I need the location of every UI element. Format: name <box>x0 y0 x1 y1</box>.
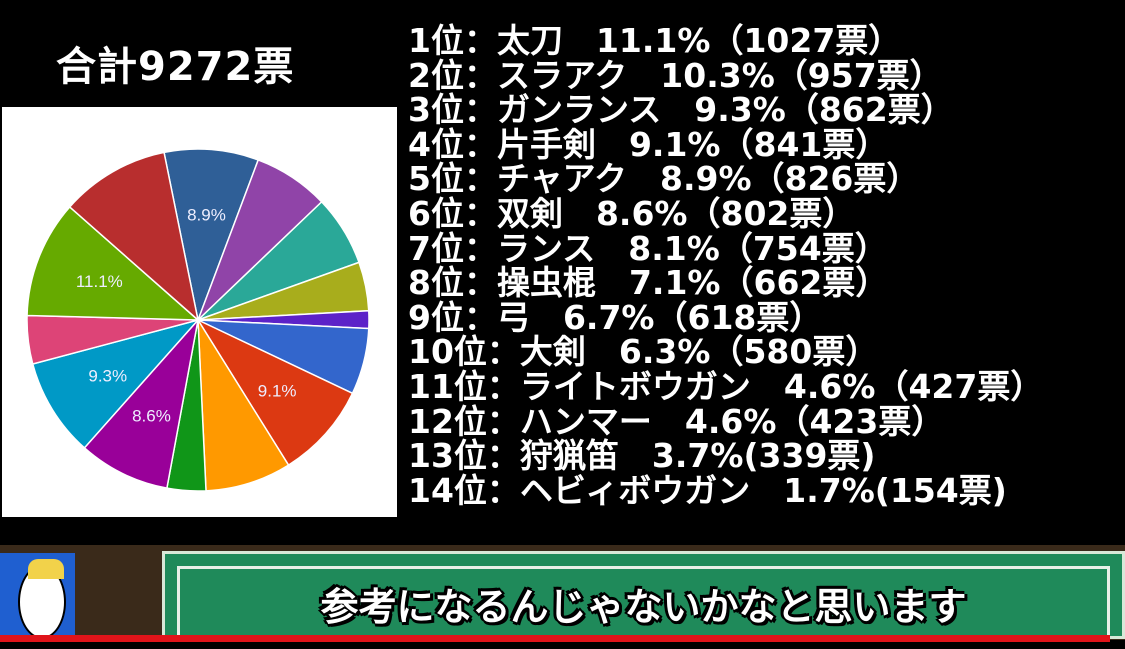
pie-slice <box>197 317 290 492</box>
ranking-row: 7位：ランス 8.1%（754票） <box>408 228 888 268</box>
pie-slice-label: 9.3% <box>88 367 127 386</box>
ranking-row: 8位：操虫棍 7.1%（662票） <box>408 263 889 303</box>
pie-slice <box>196 318 354 467</box>
pie-chart-panel: 8.9% 9.1% 8.6% 9.3% 11.1% <box>2 107 397 517</box>
total-votes-title: 合計9272票 <box>56 44 295 90</box>
video-progress-bar[interactable] <box>0 635 1110 642</box>
character-hair <box>28 559 64 579</box>
caption-box: 参考になるんじゃないかなと思います <box>162 551 1125 639</box>
pie-slice <box>68 151 200 323</box>
pie-slice-label: 8.6% <box>132 406 171 425</box>
pie-slice-label: 11.1% <box>76 272 123 291</box>
caption-text: 参考になるんじゃないかなと思います <box>320 585 967 629</box>
character-avatar <box>0 553 75 641</box>
ranking-row: 13位：狩猟笛 3.7%(339票) <box>408 436 876 476</box>
pie-slice <box>83 317 200 490</box>
ranking-row: 3位：ガンランス 9.3%（862票） <box>408 90 954 130</box>
subtitle-bar: 参考になるんじゃないかなと思います <box>0 545 1125 641</box>
ranking-row: 12位：ハンマー 4.6%（423票） <box>408 401 945 441</box>
ranking-row: 6位：双剣 8.6%（802票） <box>408 193 856 233</box>
pie-slice-label: 9.1% <box>258 382 297 401</box>
ranking-row: 4位：片手剣 9.1%（841票） <box>408 124 889 164</box>
ranking-row: 10位：大剣 6.3%（580票） <box>408 332 879 372</box>
ranking-row: 1位：太刀 11.1%（1027票） <box>408 21 902 60</box>
ranking-row: 9位：弓 6.7%（618票） <box>408 297 823 337</box>
pie-slice <box>163 148 260 323</box>
ranking-row: 2位：スラアク 10.3%（957票） <box>408 55 943 95</box>
pie-chart: 8.9% 9.1% 8.6% 9.3% 11.1% <box>26 148 370 492</box>
ranking-list: 1位：太刀 11.1%（1027票） 2位：スラアク 10.3%（957票） 3位：… <box>408 21 1044 510</box>
ranking-row: 5位：チャアク 8.9%（826票） <box>408 159 920 199</box>
pie-slice-label: 8.9% <box>187 205 226 224</box>
pie-slice <box>26 205 201 321</box>
ranking-row: 11位：ライトボウガン 4.6%（427票） <box>408 366 1044 406</box>
pie-slice <box>31 318 201 449</box>
ranking-row: 14位：ヘビィボウガン 1.7%(154票) <box>408 470 1007 510</box>
